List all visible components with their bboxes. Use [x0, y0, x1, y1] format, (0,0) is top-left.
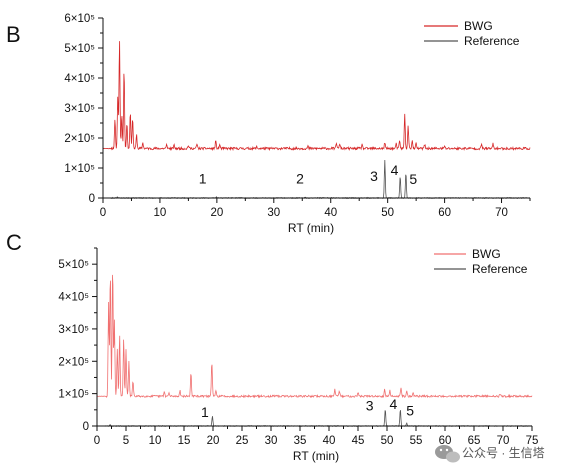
y-tick-label: 0 — [83, 421, 89, 433]
legend-label-bwg: BWG — [472, 247, 501, 261]
series-bwg-line — [96, 274, 533, 399]
panel-c-series — [96, 274, 533, 427]
y-tick-label: 4×10⁵ — [64, 73, 95, 85]
y-tick-label: 5×10⁵ — [64, 43, 95, 55]
panel-letter-c: C — [6, 230, 22, 255]
panel-c-axes: 0 5 10 15 20 25 30 35 40 45 50 55 60 65 70 7501×10⁵2×10… — [58, 247, 539, 447]
panel-b-annotations: 1 2 3 45 — [199, 162, 418, 187]
y-tick-label: 0 — [89, 193, 95, 205]
x-axis-title-c: RT (min) — [293, 449, 339, 463]
series-reference-line — [102, 160, 531, 200]
y-tick-label: 1×10⁵ — [58, 389, 89, 401]
y-tick-label: 2×10⁵ — [58, 356, 89, 368]
x-tick-label: 40 — [324, 207, 337, 219]
panel-c-legend: BWG Reference — [434, 247, 528, 276]
panel-b-axes: 0 10 20 30 40 50 60 70 0 1×10⁵ 2×10⁵ 3×10⁵ 4×10⁵ 5×10… — [64, 13, 531, 219]
x-tick-label: 70 — [495, 207, 508, 219]
x-tick-label: 5 — [123, 435, 129, 447]
x-tick-label: 20 — [207, 435, 220, 447]
panel-c: C 0 5 10 15 20 25 30 35 40 45 50 55 60 65 70 7501×10⁵2×… — [6, 230, 538, 463]
panel-b-series — [102, 41, 531, 200]
x-tick-label: 60 — [438, 207, 451, 219]
peak-label-4: 4 — [391, 162, 399, 178]
x-tick-label: 45 — [352, 435, 365, 447]
x-tick-label: 75 — [526, 435, 539, 447]
peak-label-1: 1 — [201, 404, 209, 420]
legend-label-reference: Reference — [472, 262, 528, 276]
y-tick-label: 1×10⁵ — [64, 163, 95, 175]
x-tick-label: 60 — [439, 435, 452, 447]
watermark-text: 公众号 · 生信塔 — [462, 446, 545, 460]
y-tick-label: 2×10⁵ — [64, 133, 95, 145]
x-tick-label: 30 — [265, 435, 278, 447]
peak-label-3: 3 — [366, 397, 374, 413]
peak-label-5: 5 — [409, 171, 417, 187]
y-tick-label: 3×10⁵ — [64, 103, 95, 115]
x-tick-label: 70 — [497, 435, 510, 447]
peak-label-5: 5 — [406, 402, 414, 418]
x-tick-label: 10 — [149, 435, 162, 447]
series-bwg-line — [102, 41, 531, 152]
peak-label-1: 1 — [199, 171, 207, 187]
x-tick-label: 65 — [468, 435, 481, 447]
y-tick-label: 4×10⁵ — [58, 292, 89, 304]
x-tick-label: 50 — [381, 207, 394, 219]
x-tick-label: 10 — [154, 207, 167, 219]
x-tick-label: 50 — [381, 435, 394, 447]
y-tick-label: 3×10⁵ — [58, 324, 89, 336]
x-tick-label: 25 — [236, 435, 249, 447]
peak-label-4: 4 — [389, 396, 397, 412]
x-tick-label: 0 — [100, 207, 106, 219]
legend-label-reference: Reference — [464, 34, 520, 48]
panel-letter-b: B — [6, 22, 21, 47]
y-tick-label: 6×10⁵ — [64, 13, 95, 25]
watermark: 公众号 · 生信塔 — [435, 445, 545, 463]
wechat-icon — [435, 445, 460, 463]
x-axis-title-b: RT (min) — [288, 221, 334, 235]
panel-b: B 0 10 20 30 40 50 60 70 0 1×10⁵ 2×10⁵ 3×10⁵ 4×10⁵ 5×… — [6, 13, 531, 235]
x-tick-label: 40 — [323, 435, 336, 447]
legend-label-bwg: BWG — [464, 19, 493, 33]
x-tick-label: 55 — [410, 435, 423, 447]
x-tick-label: 0 — [94, 435, 100, 447]
series-reference-line — [96, 410, 533, 427]
x-tick-label: 15 — [178, 435, 191, 447]
peak-label-3: 3 — [370, 168, 378, 184]
peak-label-2: 2 — [296, 171, 304, 187]
x-tick-label: 35 — [294, 435, 307, 447]
x-tick-label: 20 — [210, 207, 223, 219]
y-tick-label: 5×10⁵ — [58, 259, 89, 271]
x-tick-label: 30 — [267, 207, 280, 219]
panel-b-legend: BWG Reference — [424, 19, 520, 48]
